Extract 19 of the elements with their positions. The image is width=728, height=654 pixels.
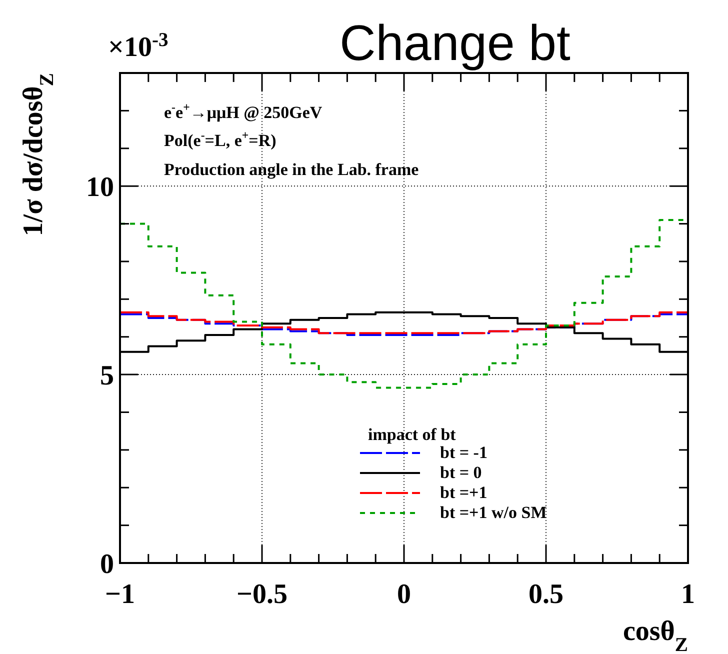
- legend-label: bt = -1: [440, 443, 488, 462]
- y-tick-label: 5: [100, 360, 114, 392]
- x-tick-label: 1: [681, 579, 695, 610]
- x-axis-title: cosθ$_{Z}$: [622, 616, 688, 654]
- x-tick-label: 0: [397, 579, 411, 610]
- annotation: Production angle in the Lab. frame: [164, 160, 420, 179]
- chart-title: Change bt: [340, 15, 570, 71]
- x-tick-label: 0.5: [528, 579, 564, 610]
- annotation: e$^{-}$e$^{+}$→μμH @ 250GeV: [164, 100, 323, 122]
- legend-title: impact of bt: [368, 425, 456, 444]
- legend-label: bt =+1 w/o SM: [440, 503, 547, 522]
- legend-label: bt = 0: [440, 463, 482, 482]
- text: ×10$^{-3}$: [108, 30, 168, 63]
- x-tick-label: −0.5: [236, 579, 288, 610]
- y-tick-label: 0: [100, 549, 114, 580]
- y-tick-label: 10: [86, 172, 114, 204]
- x-tick-label: −1: [105, 579, 135, 610]
- annotation: Pol(e$^{-}$=L, e$^{+}$=R): [164, 128, 276, 150]
- legend-label: bt =+1: [440, 483, 488, 502]
